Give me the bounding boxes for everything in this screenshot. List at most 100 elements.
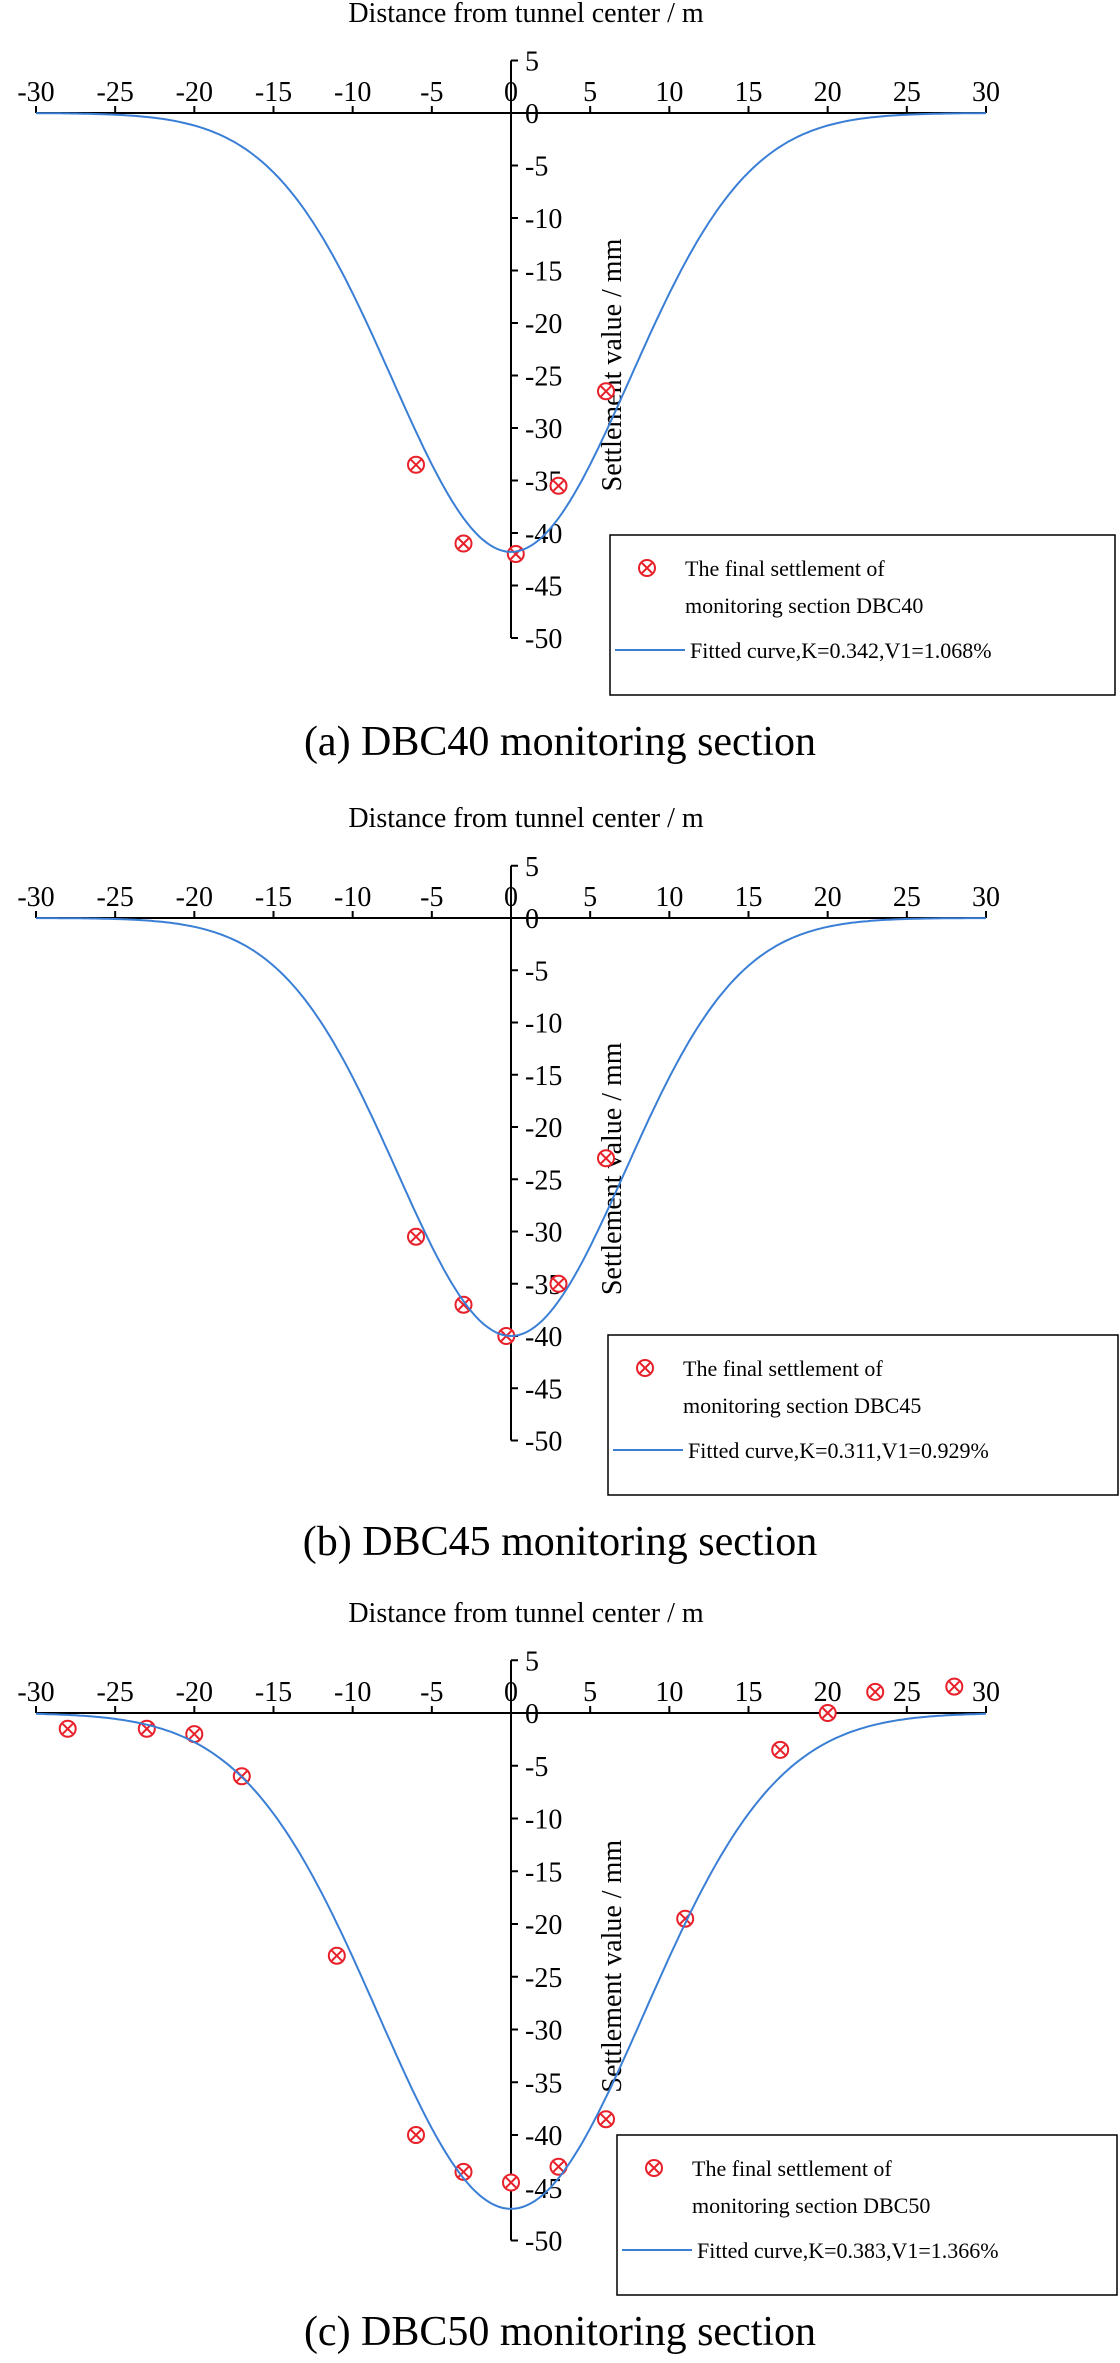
x-tick-label: -10 — [334, 882, 371, 913]
y-tick-label: -10 — [525, 1009, 562, 1040]
data-point — [549, 476, 568, 495]
data-point — [597, 1149, 615, 1168]
chart-panel-3: Distance from tunnel center / m -30 -25 -20… — [17, 1598, 1118, 2355]
y-tick-label: -30 — [525, 2016, 562, 2047]
y-tick-label: -20 — [525, 1910, 562, 1941]
legend-marker-swatch — [645, 2159, 663, 2177]
y-tick-label: -50 — [525, 1427, 562, 1458]
data-point-cross — [821, 1707, 834, 1719]
chart-panel-1: Distance from tunnel center / m -30 -25 -20… — [17, 0, 1116, 765]
data-point-cross — [600, 385, 612, 398]
legend-marker-cross — [641, 562, 653, 574]
y-tick-label: 5 — [525, 47, 539, 78]
x-tick-label: 25 — [893, 1677, 921, 1708]
data-point — [866, 1682, 885, 1701]
data-point — [597, 382, 615, 401]
fitted-curve-line — [35, 112, 987, 553]
y-tick-label: 5 — [525, 1646, 539, 1677]
y-tick-label: -15 — [525, 1857, 562, 1888]
x-tick-label: 5 — [583, 77, 597, 108]
y-tick-label: -50 — [525, 624, 562, 655]
legend-box — [616, 2134, 1118, 2296]
x-tick-label: 20 — [814, 77, 842, 108]
panel-caption: (a) DBC40 monitoring section — [304, 719, 816, 765]
y-tick-label: -45 — [525, 572, 562, 603]
legend-marker-label-line2: monitoring section DBC45 — [683, 1393, 921, 1418]
y-tick-label: 0 — [525, 99, 539, 130]
data-point-cross — [774, 1744, 786, 1756]
y-tick-label: -40 — [525, 2121, 562, 2152]
x-tick-label: -25 — [97, 882, 134, 913]
data-point — [407, 1227, 425, 1246]
data-point-cross — [948, 1680, 961, 1693]
fitted-curve-line — [35, 1712, 987, 2210]
x-tick-label: 25 — [893, 77, 921, 108]
x-tick-label: -30 — [17, 882, 54, 913]
x-tick-label: -5 — [420, 77, 443, 108]
data-point — [407, 455, 425, 474]
data-point — [454, 1295, 473, 1314]
panel-caption: (b) DBC45 monitoring section — [303, 1519, 817, 1565]
legend-box — [609, 534, 1116, 696]
data-point-cross — [410, 1230, 422, 1243]
legend-marker-label-line1: The final settlement of — [685, 556, 885, 581]
legend-marker-swatch — [636, 1359, 654, 1377]
data-point-cross — [552, 1278, 565, 1290]
y-tick-label: 0 — [525, 904, 539, 935]
x-tick-label: -25 — [97, 77, 134, 108]
data-point — [945, 1677, 964, 1696]
x-tick-label: -25 — [97, 1677, 134, 1708]
data-point-cross — [505, 2176, 517, 2189]
x-tick-label: 15 — [735, 77, 763, 108]
y-tick-label: -10 — [525, 204, 562, 235]
x-tick-label: -20 — [176, 77, 213, 108]
data-point — [327, 1946, 346, 1965]
legend-marker-label-line1: The final settlement of — [683, 1356, 883, 1381]
x-tick-label: 15 — [735, 882, 763, 913]
legend-curve-label: Fitted curve,K=0.383,V1=1.366% — [697, 2238, 999, 2263]
legend-curve-label: Fitted curve,K=0.342,V1=1.068% — [690, 638, 992, 663]
legend-marker-label-line1: The final settlement of — [692, 2156, 892, 2181]
legend-marker-cross — [648, 2162, 660, 2174]
x-tick-label: 5 — [583, 882, 597, 913]
x-tick-label: -5 — [420, 1677, 443, 1708]
y-tick-label: -35 — [525, 2068, 562, 2099]
data-point-cross — [600, 2113, 612, 2125]
legend: The final settlement of monitoring sectio… — [616, 2134, 1118, 2296]
x-tick-label: 0 — [504, 882, 518, 913]
y-tick-label: 5 — [525, 852, 539, 883]
legend-marker-swatch — [638, 559, 656, 577]
x-tick-label: -15 — [255, 77, 292, 108]
y-axis-title: Settlement value / mm — [597, 1042, 628, 1295]
y-tick-label: -45 — [525, 2174, 562, 2205]
data-point — [407, 2126, 425, 2144]
data-point-cross — [869, 1686, 881, 1698]
x-axis-title: Distance from tunnel center / m — [348, 0, 704, 29]
data-point — [818, 1704, 837, 1722]
y-tick-label: -25 — [525, 1963, 562, 1994]
legend-curve-label: Fitted curve,K=0.311,V1=0.929% — [688, 1438, 989, 1463]
y-tick-label: -5 — [525, 152, 548, 183]
data-point — [597, 2110, 615, 2129]
data-point — [771, 1740, 790, 1759]
x-tick-label: -20 — [176, 882, 213, 913]
fitted-curve-line — [36, 917, 986, 1338]
y-tick-label: -20 — [525, 309, 562, 340]
x-tick-label: -5 — [420, 882, 443, 913]
data-point — [502, 2173, 520, 2192]
data-point-cross — [457, 1298, 470, 1311]
x-axis-title: Distance from tunnel center / m — [348, 803, 704, 834]
y-axis-title: Settlement value / mm — [597, 238, 628, 491]
y-axis-title: Settlement value / mm — [597, 1840, 628, 2093]
x-tick-label: 10 — [655, 77, 683, 108]
y-tick-label: -30 — [525, 414, 562, 445]
y-tick-label: -45 — [525, 1374, 562, 1405]
y-tick-label: -25 — [525, 1165, 562, 1196]
chart-panel-2: Distance from tunnel center / m -30 -25 -20… — [17, 803, 1119, 1565]
x-tick-label: 30 — [972, 1677, 1000, 1708]
y-tick-label: -5 — [525, 1752, 548, 1783]
x-tick-label: -15 — [255, 1677, 292, 1708]
data-point-cross — [457, 537, 470, 550]
x-tick-label: 30 — [972, 77, 1000, 108]
data-point-cross — [188, 1728, 201, 1740]
